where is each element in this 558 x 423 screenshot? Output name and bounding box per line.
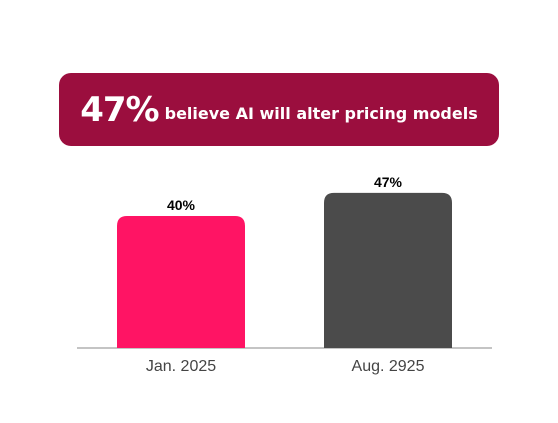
- category-label-1: Jan. 2025: [146, 358, 216, 375]
- bar-1: [117, 216, 245, 348]
- headline-percent: 47%: [80, 89, 159, 130]
- bar-2: [324, 192, 452, 348]
- data-label-2: 47%: [374, 174, 403, 190]
- category-label-2: Aug. 2925: [352, 358, 425, 375]
- data-label-1: 40%: [167, 197, 196, 213]
- headline-banner: 47% believe AI will alter pricing models: [59, 73, 499, 146]
- headline-text: believe AI will alter pricing models: [164, 104, 478, 123]
